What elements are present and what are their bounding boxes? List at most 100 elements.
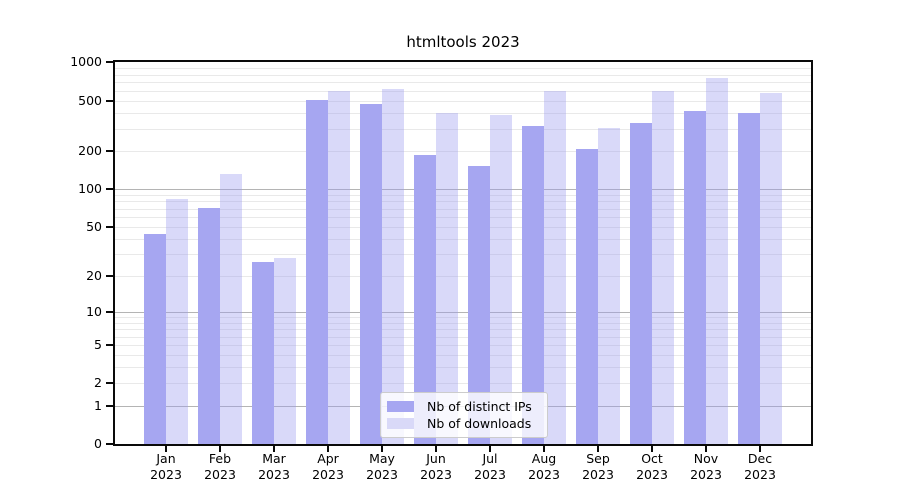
x-axis-tick [219,446,221,452]
y-axis-tick-label: 100 [78,181,102,197]
minor-gridline [115,226,811,228]
x-axis-tick [705,446,707,452]
y-axis-tick-label: 500 [78,92,102,108]
y-axis-tick [106,382,113,385]
y-axis-tick [106,99,113,102]
year-label: 2023 [420,467,452,482]
minor-gridline [115,128,811,130]
plot-area [115,62,811,444]
bar-mar-downloads [274,258,296,444]
x-axis-tick-label: May 2023 [354,451,410,483]
month-label: Jan [156,451,176,466]
minor-gridline [115,275,811,277]
x-axis-tick-label: Sep 2023 [570,451,626,483]
x-axis-tick [381,446,383,452]
legend-entry: Nb of distinct IPs [387,398,539,415]
legend-swatch-icon [387,418,414,429]
minor-gridline [115,367,811,369]
x-axis-tick-label: Jan 2023 [138,451,194,483]
bar-dec-distinct-ips [738,112,760,444]
x-axis-tick-label: Dec 2023 [732,451,788,483]
bar-oct-distinct-ips [630,123,652,444]
year-label: 2023 [312,467,344,482]
legend: Nb of distinct IPs Nb of downloads [380,392,548,438]
y-axis-tick [106,274,113,277]
month-label: Oct [641,451,663,466]
major-gridline [115,311,811,313]
minor-gridline [115,216,811,218]
legend-swatch-icon [387,401,414,412]
x-axis-tick [489,446,491,452]
minor-gridline [115,345,811,347]
month-label: Mar [262,451,286,466]
bar-feb-distinct-ips [198,207,220,444]
y-axis-tick [106,188,113,191]
bar-aug-distinct-ips [522,126,544,444]
month-label: Apr [317,451,339,466]
bar-jun-downloads [436,112,458,444]
bar-mar-distinct-ips [252,261,274,444]
x-axis-tick [435,446,437,452]
x-axis-tick-label: Oct 2023 [624,451,680,483]
x-axis-tick-label: Jul 2023 [462,451,518,483]
bar-apr-distinct-ips [306,100,328,444]
year-label: 2023 [528,467,560,482]
minor-gridline [115,238,811,240]
x-axis-tick-label: Nov 2023 [678,451,734,483]
minor-gridline [115,68,811,70]
year-label: 2023 [690,467,722,482]
bar-jul-distinct-ips [468,166,490,444]
bar-oct-downloads [652,91,674,444]
x-axis-tick [273,446,275,452]
minor-gridline [115,336,811,338]
x-axis-tick [165,446,167,452]
minor-gridline [115,82,811,84]
legend-label: Nb of distinct IPs [427,399,532,414]
month-label: May [369,451,395,466]
minor-gridline [115,208,811,210]
bar-dec-downloads [760,93,782,444]
legend-label: Nb of downloads [427,416,532,431]
bar-jan-downloads [166,198,188,444]
minor-gridline [115,100,811,102]
bar-feb-downloads [220,173,242,444]
year-label: 2023 [744,467,776,482]
y-axis-tick-label: 50 [86,218,102,234]
bar-jul-downloads [490,115,512,444]
y-axis-tick-label: 2 [94,375,102,391]
minor-gridline [115,329,811,331]
y-axis-tick [106,404,113,407]
minor-gridline [115,316,811,318]
x-axis-tick-label: Jun 2023 [408,451,464,483]
x-axis-tick [597,446,599,452]
y-axis-tick [106,344,113,347]
bar-sep-distinct-ips [576,148,598,444]
year-label: 2023 [204,467,236,482]
y-axis-tick-label: 10 [86,303,102,319]
bar-nov-downloads [706,77,728,444]
bar-may-distinct-ips [360,103,382,444]
month-label: Jul [482,451,498,466]
y-axis-tick-label: 0 [94,436,102,451]
bar-sep-downloads [598,127,620,444]
y-axis-tick-label: 20 [86,267,102,283]
y-axis-tick [106,310,113,313]
minor-gridline [115,355,811,357]
minor-gridline [115,194,811,196]
y-axis-tick [106,150,113,153]
major-gridline [115,189,811,191]
x-axis-tick [327,446,329,452]
minor-gridline [115,74,811,76]
y-axis-tick-label: 1000 [70,54,102,70]
y-axis-tick-label: 1 [94,397,102,413]
year-label: 2023 [366,467,398,482]
bar-jan-distinct-ips [144,233,166,444]
bar-jun-distinct-ips [414,155,436,444]
chart-title: htmltools 2023 [406,33,520,51]
x-axis-tick-label: Feb 2023 [192,451,248,483]
minor-gridline [115,254,811,256]
minor-gridline [115,112,811,114]
minor-gridline [115,201,811,203]
x-axis-tick-label: Aug 2023 [516,451,572,483]
